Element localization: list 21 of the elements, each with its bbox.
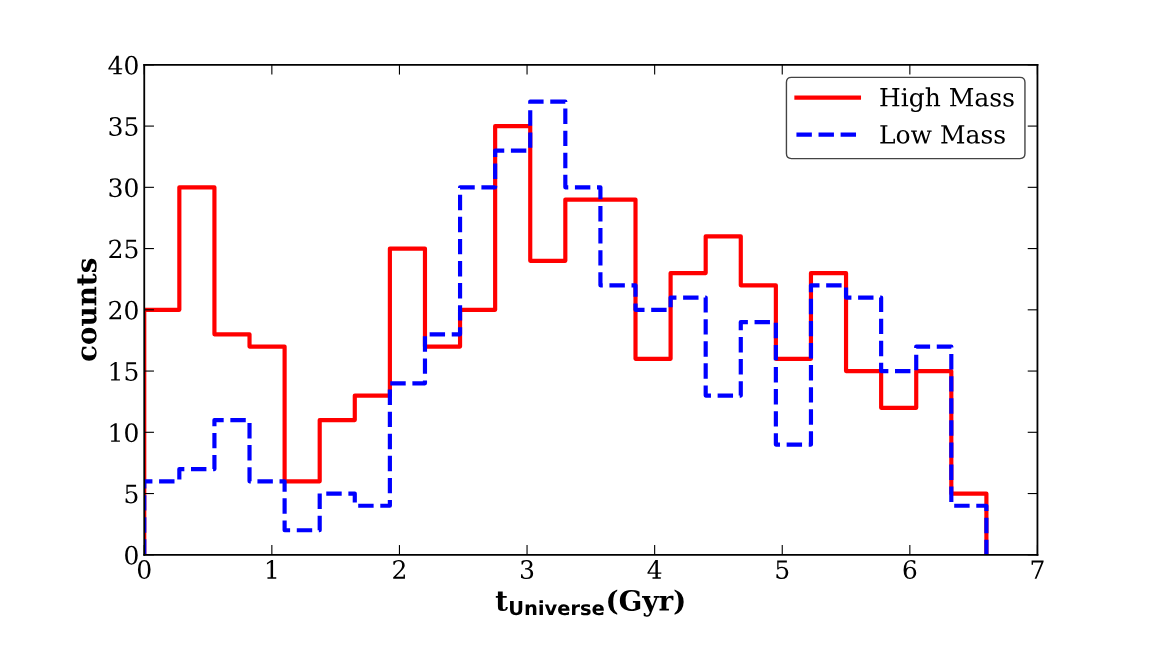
- y-tick-label: 35: [109, 117, 138, 136]
- x-tick-label: 0: [137, 560, 151, 579]
- y-tick-label: 10: [110, 423, 138, 443]
- y-tick-label: 25: [109, 239, 138, 259]
- x-tick-label: 1: [266, 560, 277, 579]
- y-tick-label: 20: [109, 300, 138, 320]
- y-tick-label: 40: [108, 55, 138, 75]
- x-tick-label: 3: [521, 560, 534, 579]
- y-axis-title: counts: [77, 258, 97, 361]
- x-tick-label: 2: [393, 560, 405, 579]
- y-tick-label: 5: [125, 484, 138, 504]
- x-tick-label: 5: [776, 560, 789, 579]
- x-tick-label: 6: [903, 560, 917, 579]
- legend-label: Low Mass: [880, 125, 1005, 144]
- x-tick-label: 4: [647, 560, 662, 579]
- y-tick-label: 30: [109, 178, 138, 198]
- y-tick-label: 15: [110, 362, 138, 381]
- y-tick-label: 0: [125, 545, 138, 565]
- legend-label: High Mass: [880, 87, 1014, 112]
- x-axis-title: t$_{Universe}$(Gyr): [495, 589, 684, 617]
- x-tick-label: 7: [1031, 560, 1044, 579]
